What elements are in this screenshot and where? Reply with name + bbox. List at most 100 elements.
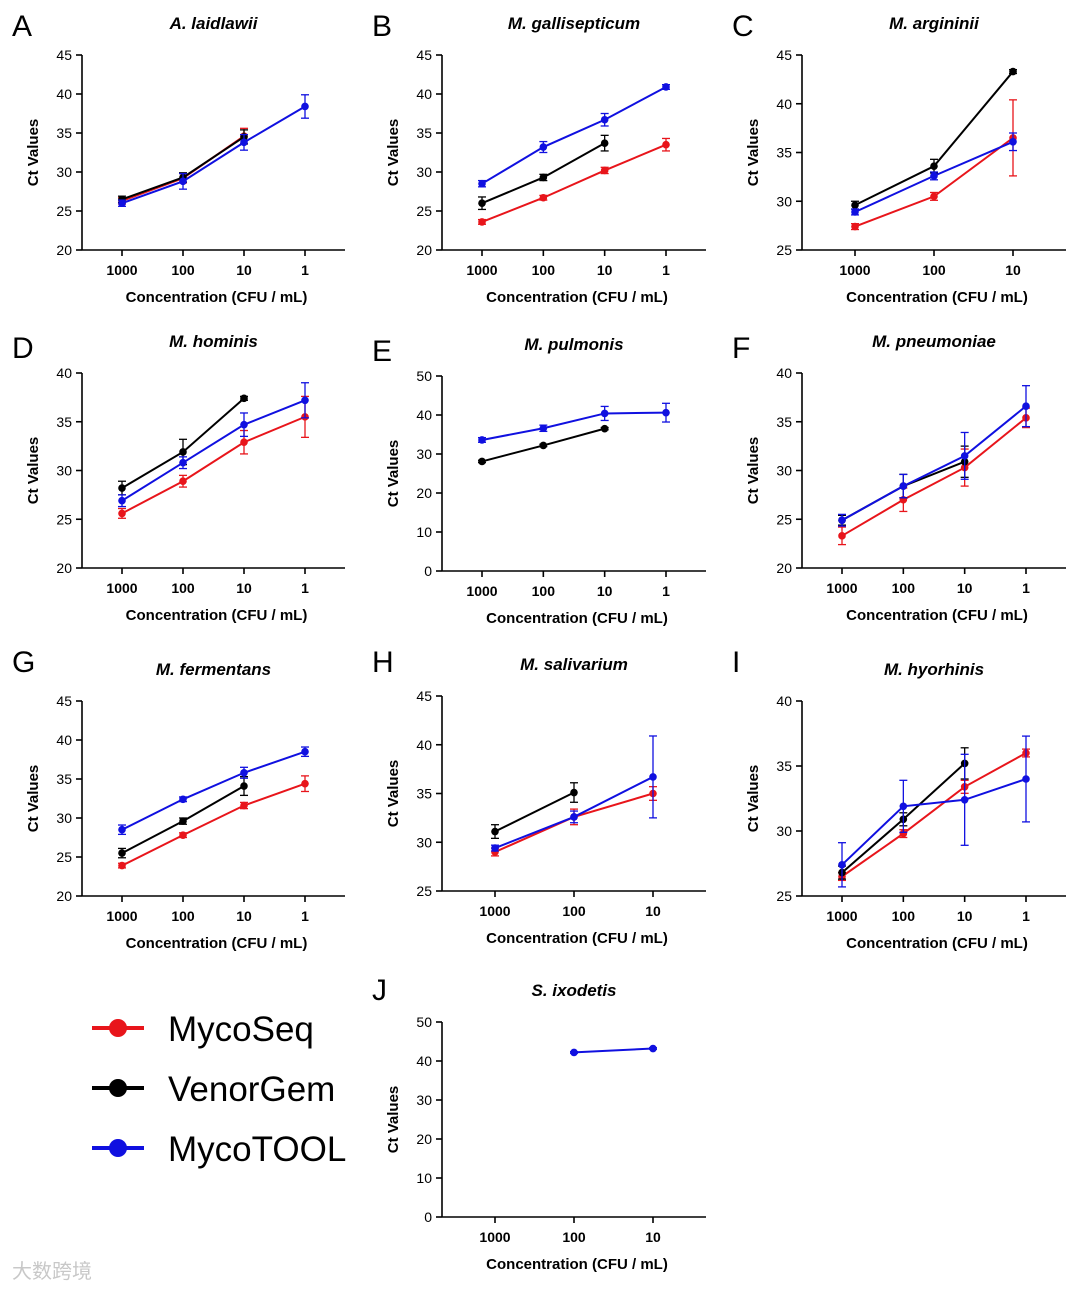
y-tick-label: 40 xyxy=(776,96,792,112)
panel-f: F M. pneumoniae 20 25 30 35 40 1000 100 10 1 Concen… xyxy=(732,332,1066,624)
y-axis-label: Ct Values xyxy=(745,765,762,833)
y-tick-label: 25 xyxy=(776,242,792,258)
data-point xyxy=(179,831,187,839)
data-point xyxy=(179,477,187,486)
series-venorgem xyxy=(118,776,248,859)
y-axis-label: Ct Values xyxy=(25,119,42,187)
panel-letter: D xyxy=(12,332,34,365)
y-tick-label: 20 xyxy=(416,242,432,258)
data-point xyxy=(570,1048,578,1057)
series-venorgem xyxy=(478,134,609,211)
y-tick-label: 20 xyxy=(56,888,72,904)
data-point xyxy=(649,1044,657,1053)
series-mycotool xyxy=(478,402,670,444)
data-point xyxy=(1022,402,1030,410)
x-tick-label: 100 xyxy=(922,262,946,278)
x-tick-label: 100 xyxy=(171,262,195,278)
y-tick-label: 25 xyxy=(56,849,72,865)
chart-title: M. salivarium xyxy=(520,655,628,674)
panel-letter: F xyxy=(732,332,750,365)
x-tick-label: 10 xyxy=(236,908,252,924)
y-tick-label: 45 xyxy=(416,688,432,704)
y-tick-label: 25 xyxy=(416,203,432,219)
series-line xyxy=(854,70,1014,207)
data-point xyxy=(600,409,609,418)
x-tick-label: 1000 xyxy=(826,580,857,596)
legend: MycoSeq VenorGem MycoTOOL xyxy=(92,1010,346,1169)
series-venorgem xyxy=(118,129,248,204)
x-axis-label: Concentration (CFU / mL) xyxy=(486,289,668,306)
series-line xyxy=(573,1047,654,1054)
data-point xyxy=(539,143,548,151)
y-tick-label: 35 xyxy=(56,414,72,430)
series-line xyxy=(841,405,1027,522)
series-line xyxy=(481,411,667,441)
y-tick-label: 30 xyxy=(56,463,72,479)
data-point xyxy=(570,813,578,821)
x-tick-label: 100 xyxy=(532,262,556,278)
y-tick-label: 30 xyxy=(416,446,432,462)
x-tick-label: 1 xyxy=(662,262,670,278)
y-tick-label: 25 xyxy=(416,883,432,899)
series-mycotool xyxy=(838,385,1030,527)
chart-title: A. laidlawii xyxy=(169,14,259,33)
chart-title: M. fermentans xyxy=(156,660,271,679)
series-line xyxy=(121,415,306,515)
panel-letter: I xyxy=(732,646,740,679)
panel-letter: H xyxy=(372,646,394,679)
x-tick-label: 1 xyxy=(301,908,309,924)
x-tick-label: 1000 xyxy=(479,1229,510,1245)
y-axis-label: Ct Values xyxy=(25,437,42,505)
series-line xyxy=(121,105,306,205)
y-tick-label: 40 xyxy=(56,86,72,102)
legend-label: MycoTOOL xyxy=(168,1130,346,1169)
x-tick-label: 1000 xyxy=(106,908,137,924)
x-tick-label: 100 xyxy=(892,580,916,596)
x-axis-label: Concentration (CFU / mL) xyxy=(126,935,308,952)
series-mycoseq xyxy=(838,748,1030,882)
series-line xyxy=(121,135,245,202)
x-tick-label: 100 xyxy=(562,1229,586,1245)
data-point xyxy=(930,172,938,180)
data-point xyxy=(600,139,609,147)
data-point xyxy=(478,436,486,444)
data-point xyxy=(240,420,248,429)
y-tick-label: 45 xyxy=(56,47,72,63)
legend-item-mycotool: MycoTOOL xyxy=(92,1130,346,1169)
x-tick-label: 10 xyxy=(1005,262,1021,278)
data-point xyxy=(662,408,670,417)
y-tick-label: 25 xyxy=(776,511,792,527)
x-axis-label: Concentration (CFU / mL) xyxy=(126,289,308,306)
y-tick-label: 25 xyxy=(776,888,792,904)
x-axis-label: Concentration (CFU / mL) xyxy=(846,289,1028,306)
data-point xyxy=(179,795,187,804)
series-mycotool xyxy=(118,94,309,207)
panel-letter: G xyxy=(12,646,35,679)
panel-j: J S. ixodetis 0 10 20 30 40 50 1000 100 10 Concentr… xyxy=(372,974,706,1273)
y-tick-label: 30 xyxy=(56,810,72,826)
panel-a: A A. laidlawii 20 25 30 35 40 45 1000 100 10 1 Conce… xyxy=(12,10,345,306)
data-point xyxy=(179,448,187,456)
series-venorgem xyxy=(491,782,578,839)
y-tick-label: 35 xyxy=(56,771,72,787)
x-tick-label: 1 xyxy=(1022,908,1030,924)
series-mycotool xyxy=(851,132,1017,216)
y-tick-label: 40 xyxy=(416,407,432,423)
data-point xyxy=(118,825,126,834)
x-tick-label: 1000 xyxy=(466,262,497,278)
panel-letter: C xyxy=(732,10,754,43)
chart-title: S. ixodetis xyxy=(531,981,616,1000)
data-point xyxy=(600,166,609,175)
y-axis-label: Ct Values xyxy=(745,119,762,187)
data-point xyxy=(570,788,578,797)
series-mycoseq xyxy=(838,407,1030,546)
x-tick-label: 100 xyxy=(532,583,556,599)
data-point xyxy=(240,138,248,147)
x-tick-label: 100 xyxy=(171,580,195,596)
data-point xyxy=(478,179,486,188)
y-tick-label: 20 xyxy=(56,560,72,576)
chart-title: M. hyorhinis xyxy=(884,660,984,679)
series-venorgem xyxy=(118,394,248,496)
y-tick-label: 40 xyxy=(416,737,432,753)
